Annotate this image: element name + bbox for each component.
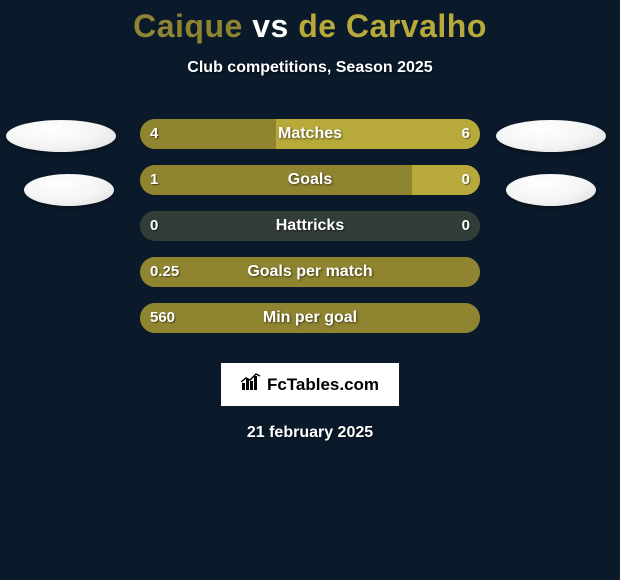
bar-fill-player1	[140, 119, 276, 149]
stat-value-player1: 4	[150, 119, 158, 149]
bar-fill-player1	[140, 257, 480, 287]
stat-value-player1: 1	[150, 165, 158, 195]
stat-value-player1: 0	[150, 211, 158, 241]
stats-rows: 46Matches10Goals00Hattricks0.25Goals per…	[0, 119, 620, 333]
stat-row: 560Min per goal	[0, 303, 620, 333]
bar-track	[140, 119, 480, 149]
stat-row: 46Matches	[0, 119, 620, 149]
stat-value-player1: 0.25	[150, 257, 179, 287]
stat-row: 0.25Goals per match	[0, 257, 620, 287]
bar-track	[140, 257, 480, 287]
footer-date: 21 february 2025	[0, 424, 620, 442]
player1-name: Caique	[133, 8, 243, 44]
bar-track	[140, 165, 480, 195]
brand-text: FcTables.com	[267, 375, 379, 395]
bar-track	[140, 303, 480, 333]
vs-text: vs	[252, 8, 289, 44]
bar-track	[140, 211, 480, 241]
player2-name: de Carvalho	[298, 8, 487, 44]
bar-chart-icon	[241, 373, 261, 396]
stat-row: 10Goals	[0, 165, 620, 195]
stat-value-player2: 6	[462, 119, 470, 149]
brand-badge[interactable]: FcTables.com	[221, 363, 399, 406]
stat-value-player2: 0	[462, 165, 470, 195]
stat-value-player2: 0	[462, 211, 470, 241]
subtitle: Club competitions, Season 2025	[0, 59, 620, 77]
bar-fill-player1	[140, 303, 480, 333]
page-title: Caique vs de Carvalho	[0, 0, 620, 45]
stat-row: 00Hattricks	[0, 211, 620, 241]
stat-value-player1: 560	[150, 303, 175, 333]
comparison-card: Caique vs de Carvalho Club competitions,…	[0, 0, 620, 580]
bar-fill-player2	[276, 119, 480, 149]
